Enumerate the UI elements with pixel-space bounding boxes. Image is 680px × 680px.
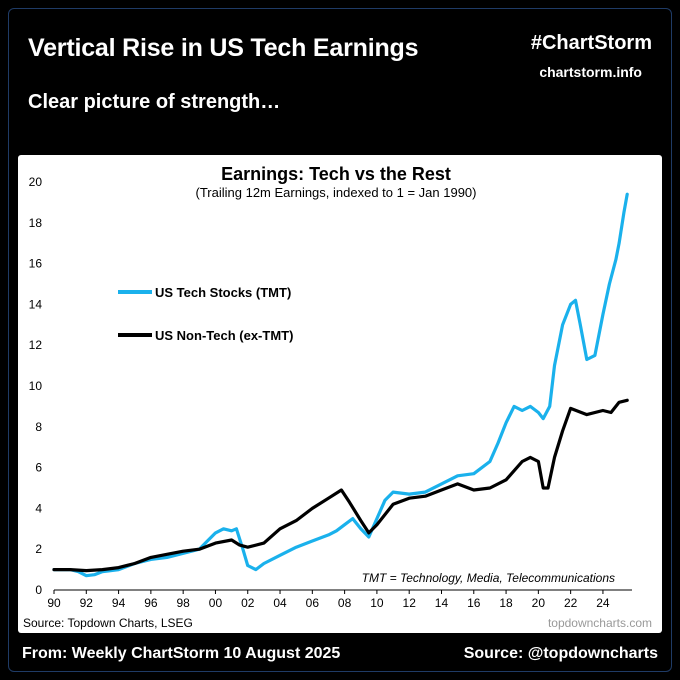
x-tick-label: 24 [596,596,610,610]
y-tick-label: 12 [29,338,43,352]
x-tick-label: 02 [241,596,255,610]
y-tick-label: 14 [29,297,43,311]
y-tick-label: 2 [35,542,42,556]
chart-source: Source: Topdown Charts, LSEG [23,616,193,630]
outer-frame [8,8,672,672]
x-tick-label: 00 [209,596,223,610]
chart-annotation: TMT = Technology, Media, Telecommunicati… [362,571,615,585]
x-tick-label: 94 [112,596,126,610]
chart-title: Earnings: Tech vs the Rest [221,164,451,184]
x-tick-label: 16 [467,596,481,610]
x-tick-label: 22 [564,596,578,610]
x-tick-label: 12 [403,596,417,610]
x-tick-label: 98 [176,596,190,610]
x-tick-label: 08 [338,596,352,610]
page-subtitle: Clear picture of strength… [28,91,281,113]
y-tick-label: 8 [35,420,42,434]
x-tick-label: 92 [80,596,94,610]
y-tick-label: 6 [35,461,42,475]
chart-panel: Earnings: Tech vs the Rest (Trailing 12m… [18,155,662,633]
chart-watermark: topdowncharts.com [548,616,652,630]
x-tick-label: 90 [47,596,61,610]
x-tick-label: 20 [532,596,546,610]
y-tick-label: 4 [35,501,42,515]
series-line-nontech [52,398,629,573]
chart-series [52,192,629,578]
y-tick-label: 0 [35,583,42,597]
x-tick-label: 96 [144,596,158,610]
y-tick-label: 20 [29,175,43,189]
legend-nontech-label: US Non-Tech (ex-TMT) [155,328,293,343]
brand-hashtag: #ChartStorm [530,32,652,54]
chart-subtitle: (Trailing 12m Earnings, indexed to 1 = J… [196,185,477,200]
legend: US Tech Stocks (TMT) US Non-Tech (ex-TMT… [118,285,293,343]
footer-left: From: Weekly ChartStorm 10 August 2025 [22,645,341,662]
earnings-chart: Earnings: Tech vs the Rest (Trailing 12m… [23,164,652,630]
x-tick-label: 04 [273,596,287,610]
x-tick-label: 10 [370,596,384,610]
x-tick-label: 06 [306,596,320,610]
y-tick-label: 16 [29,257,43,271]
y-tick-label: 10 [29,379,43,393]
footer-right: Source: @topdowncharts [463,645,658,662]
brand-site: chartstorm.info [539,64,642,80]
legend-tech-label: US Tech Stocks (TMT) [155,285,291,300]
series-line-tech [52,192,629,578]
x-tick-label: 14 [435,596,449,610]
x-tick-label: 18 [499,596,513,610]
y-tick-label: 18 [29,216,43,230]
page-title: Vertical Rise in US Tech Earnings [28,34,419,62]
